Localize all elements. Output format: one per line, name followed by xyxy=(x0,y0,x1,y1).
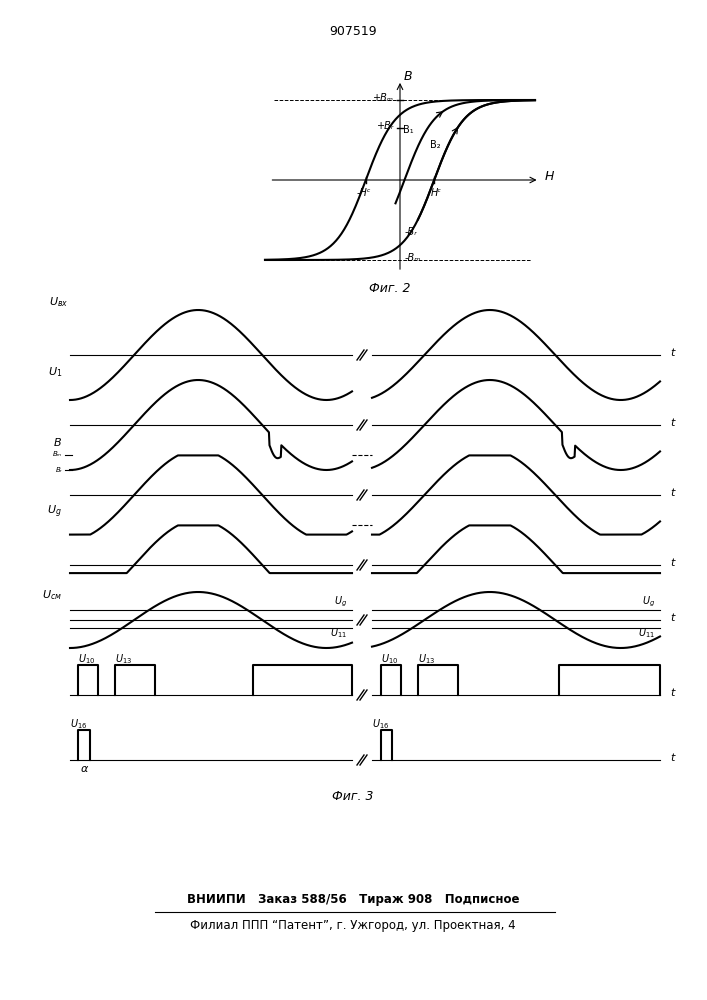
Text: Hᶜ: Hᶜ xyxy=(431,188,442,198)
Text: t: t xyxy=(670,753,674,763)
Text: Bᵣ: Bᵣ xyxy=(55,467,62,473)
Text: $U_{13}$: $U_{13}$ xyxy=(115,652,132,666)
Text: B: B xyxy=(404,70,413,84)
Text: B₁: B₁ xyxy=(403,125,414,135)
Text: t: t xyxy=(670,488,674,498)
Text: H: H xyxy=(544,170,554,184)
Text: $U_{см}$: $U_{см}$ xyxy=(42,588,62,602)
Text: t: t xyxy=(670,418,674,428)
Text: Филиал ППП “Патент”, г. Ужгород, ул. Проектная, 4: Филиал ППП “Патент”, г. Ужгород, ул. Про… xyxy=(190,918,516,932)
Text: $U_{11}$: $U_{11}$ xyxy=(638,626,655,640)
Text: Фиг. 3: Фиг. 3 xyxy=(332,790,374,803)
Text: -Bᵣ: -Bᵣ xyxy=(405,227,418,237)
Text: $U_g$: $U_g$ xyxy=(334,594,347,609)
Text: Фиг. 2: Фиг. 2 xyxy=(369,282,411,295)
Text: $U_{вх}$: $U_{вх}$ xyxy=(49,295,68,309)
Text: +Bₘ: +Bₘ xyxy=(373,93,394,103)
Text: $U_1$: $U_1$ xyxy=(47,365,62,379)
Text: $U_{11}$: $U_{11}$ xyxy=(330,626,347,640)
Text: $U_{13}$: $U_{13}$ xyxy=(418,652,436,666)
Text: ВНИИПИ   Заказ 588/56   Тираж 908   Подписное: ВНИИПИ Заказ 588/56 Тираж 908 Подписное xyxy=(187,894,519,906)
Text: $\alpha$: $\alpha$ xyxy=(79,764,88,774)
Text: -Bₘ: -Bₘ xyxy=(405,253,421,263)
Text: t: t xyxy=(670,688,674,698)
Text: +Bᵣ: +Bᵣ xyxy=(377,121,394,131)
Text: $U_g$: $U_g$ xyxy=(47,504,62,520)
Text: Bₘ: Bₘ xyxy=(53,452,62,458)
Text: $B$: $B$ xyxy=(53,436,62,448)
Text: -Hᶜ: -Hᶜ xyxy=(356,188,371,198)
Text: t: t xyxy=(670,613,674,623)
Text: $U_{10}$: $U_{10}$ xyxy=(380,652,398,666)
Text: B₂: B₂ xyxy=(430,140,441,150)
Text: $U_{16}$: $U_{16}$ xyxy=(70,717,88,731)
Text: 907519: 907519 xyxy=(329,25,377,38)
Text: $U_{10}$: $U_{10}$ xyxy=(78,652,96,666)
Text: $U_g$: $U_g$ xyxy=(642,594,655,609)
Text: $U_{16}$: $U_{16}$ xyxy=(372,717,390,731)
Text: t: t xyxy=(670,558,674,568)
Text: t: t xyxy=(670,348,674,358)
